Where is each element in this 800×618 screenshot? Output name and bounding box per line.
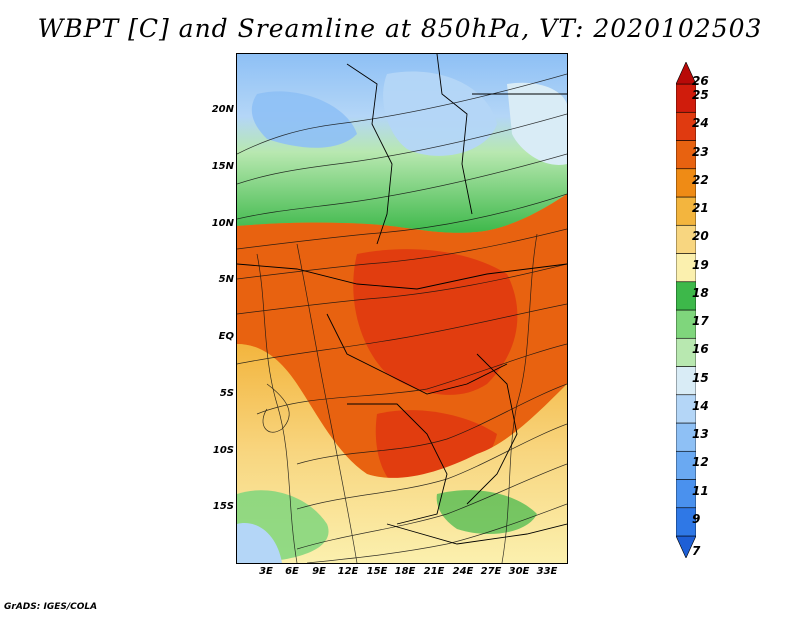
- colorbar-label: 11: [692, 483, 709, 498]
- colorbar-label: 18: [692, 285, 709, 300]
- colorbar-label: 13: [692, 427, 709, 442]
- lon-tick-label: 3E: [259, 566, 273, 577]
- lon-tick-label: 15E: [366, 566, 388, 577]
- colorbar-label: 15: [692, 370, 709, 385]
- lat-tick-label: 20N: [211, 104, 234, 115]
- lat-tick-label: 15N: [211, 161, 234, 172]
- colorbar-label: 21: [692, 201, 709, 216]
- colorbar-label: 26: [692, 74, 709, 88]
- colorbar-label: 14: [692, 398, 709, 413]
- footer-credit: GrADS: IGES/COLA: [4, 602, 98, 612]
- country-borders: [237, 54, 567, 545]
- colorbar: [676, 62, 696, 558]
- lat-tick-label: EQ: [218, 331, 234, 342]
- north-blue-pocket-2: [383, 71, 497, 156]
- south-blue-pocket: [237, 523, 282, 563]
- lon-tick-label: 12E: [337, 566, 359, 577]
- north-light-pocket: [507, 82, 567, 165]
- lon-tick-label: 27E: [480, 566, 502, 577]
- colorbar-label: 25: [692, 88, 709, 103]
- chart-title: WBPT [C] and Sreamline at 850hPa, VT: 20…: [37, 14, 763, 43]
- lat-tick-label: 10N: [211, 218, 234, 229]
- colorbar-label: 9: [692, 511, 701, 526]
- map-svg: [237, 54, 567, 563]
- colorbar-label: 16: [692, 342, 709, 357]
- lat-tick-label: 15S: [212, 501, 234, 512]
- colorbar-label: 12: [692, 455, 709, 470]
- lon-tick-label: 30E: [508, 566, 530, 577]
- lon-tick-label: 9E: [312, 566, 326, 577]
- hot-core-1: [353, 249, 518, 395]
- streamlines: [237, 73, 567, 563]
- lat-tick-label: 10S: [212, 445, 234, 456]
- lon-tick-label: 33E: [536, 566, 558, 577]
- colorbar-label: 19: [692, 257, 709, 272]
- north-blue-pocket-1: [251, 91, 357, 148]
- latitude-axis: 20N 15N 10N 5N EQ 5S 10S 15S: [180, 0, 234, 618]
- south-green-pocket-2: [436, 490, 537, 534]
- lon-tick-label: 6E: [285, 566, 299, 577]
- colorbar-label: 17: [692, 314, 709, 329]
- longitude-axis: 3E 6E 9E 12E 15E 18E 21E 24E 27E 30E 33E: [0, 566, 800, 580]
- colorbar-top-arrow: [676, 62, 696, 85]
- colorbar-label: 20: [692, 229, 709, 244]
- colorbar-label: 24: [692, 116, 709, 131]
- colorbar-label: 7: [692, 544, 701, 558]
- lon-tick-label: 18E: [394, 566, 416, 577]
- lat-tick-label: 5S: [219, 388, 234, 399]
- map-panel: [236, 53, 568, 564]
- lat-tick-label: 5N: [218, 274, 234, 285]
- colorbar-label: 23: [692, 144, 709, 159]
- lon-tick-label: 21E: [423, 566, 445, 577]
- colorbar-label: 22: [692, 172, 709, 187]
- lon-tick-label: 24E: [452, 566, 474, 577]
